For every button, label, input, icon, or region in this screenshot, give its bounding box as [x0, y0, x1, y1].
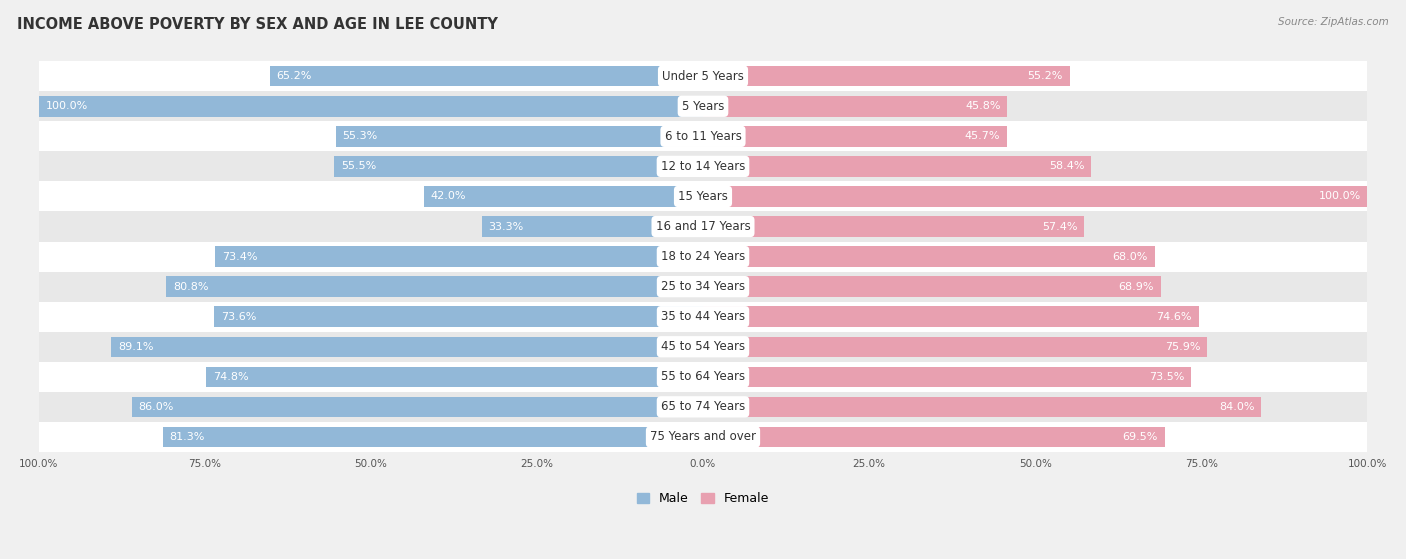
Text: 68.9%: 68.9% — [1119, 282, 1154, 292]
Text: 69.5%: 69.5% — [1122, 432, 1159, 442]
Text: 75 Years and over: 75 Years and over — [650, 430, 756, 443]
Text: 73.5%: 73.5% — [1149, 372, 1185, 382]
Bar — [39, 302, 1367, 331]
Bar — [703, 427, 1164, 447]
Text: 55.5%: 55.5% — [342, 162, 377, 172]
Bar — [111, 337, 703, 357]
Bar — [425, 186, 703, 207]
Text: 15 Years: 15 Years — [678, 190, 728, 203]
Bar — [39, 392, 1367, 422]
Bar — [166, 276, 703, 297]
Bar — [336, 126, 703, 146]
Bar — [39, 121, 1367, 151]
Bar — [214, 306, 703, 327]
Bar — [39, 61, 1367, 91]
Text: 65 to 74 Years: 65 to 74 Years — [661, 400, 745, 413]
Text: 81.3%: 81.3% — [170, 432, 205, 442]
Bar — [482, 216, 703, 237]
Bar — [703, 216, 1084, 237]
Bar — [39, 241, 1367, 272]
Text: 45.7%: 45.7% — [965, 131, 1000, 141]
Bar — [703, 397, 1261, 417]
Text: 80.8%: 80.8% — [173, 282, 208, 292]
Text: 25 to 34 Years: 25 to 34 Years — [661, 280, 745, 293]
Text: 57.4%: 57.4% — [1042, 221, 1077, 231]
Bar — [39, 362, 1367, 392]
Text: 68.0%: 68.0% — [1112, 252, 1149, 262]
Text: 45.8%: 45.8% — [965, 101, 1001, 111]
Text: Source: ZipAtlas.com: Source: ZipAtlas.com — [1278, 17, 1389, 27]
Text: 12 to 14 Years: 12 to 14 Years — [661, 160, 745, 173]
Text: INCOME ABOVE POVERTY BY SEX AND AGE IN LEE COUNTY: INCOME ABOVE POVERTY BY SEX AND AGE IN L… — [17, 17, 498, 32]
Text: 58.4%: 58.4% — [1049, 162, 1084, 172]
Bar — [39, 272, 1367, 302]
Bar — [207, 367, 703, 387]
Bar — [39, 182, 1367, 211]
Bar — [703, 247, 1154, 267]
Bar — [703, 96, 1007, 116]
Bar — [335, 156, 703, 177]
Text: 84.0%: 84.0% — [1219, 402, 1254, 412]
Text: 42.0%: 42.0% — [430, 192, 467, 201]
Text: 45 to 54 Years: 45 to 54 Years — [661, 340, 745, 353]
Legend: Male, Female: Male, Female — [631, 487, 775, 510]
Bar — [39, 151, 1367, 182]
Text: 73.6%: 73.6% — [221, 312, 256, 321]
Bar — [39, 422, 1367, 452]
Text: 75.9%: 75.9% — [1166, 342, 1201, 352]
Bar — [703, 156, 1091, 177]
Bar — [703, 126, 1007, 146]
Text: 16 and 17 Years: 16 and 17 Years — [655, 220, 751, 233]
Bar — [703, 337, 1208, 357]
Text: 55 to 64 Years: 55 to 64 Years — [661, 370, 745, 383]
Bar — [703, 66, 1070, 87]
Bar — [703, 306, 1198, 327]
Text: 55.3%: 55.3% — [342, 131, 378, 141]
Bar — [703, 186, 1367, 207]
Bar — [215, 247, 703, 267]
Text: 5 Years: 5 Years — [682, 100, 724, 113]
Text: 100.0%: 100.0% — [45, 101, 87, 111]
Bar — [703, 367, 1191, 387]
Text: 55.2%: 55.2% — [1028, 71, 1063, 81]
Text: 74.8%: 74.8% — [212, 372, 249, 382]
Text: 6 to 11 Years: 6 to 11 Years — [665, 130, 741, 143]
Bar — [163, 427, 703, 447]
Bar — [39, 211, 1367, 241]
Bar — [39, 331, 1367, 362]
Text: 65.2%: 65.2% — [277, 71, 312, 81]
Text: 100.0%: 100.0% — [1319, 192, 1361, 201]
Text: Under 5 Years: Under 5 Years — [662, 70, 744, 83]
Bar — [39, 96, 703, 116]
Bar — [270, 66, 703, 87]
Text: 73.4%: 73.4% — [222, 252, 257, 262]
Bar — [132, 397, 703, 417]
Text: 89.1%: 89.1% — [118, 342, 153, 352]
Bar — [39, 91, 1367, 121]
Text: 33.3%: 33.3% — [488, 221, 523, 231]
Text: 74.6%: 74.6% — [1156, 312, 1192, 321]
Text: 86.0%: 86.0% — [138, 402, 174, 412]
Bar — [703, 276, 1161, 297]
Text: 18 to 24 Years: 18 to 24 Years — [661, 250, 745, 263]
Text: 35 to 44 Years: 35 to 44 Years — [661, 310, 745, 323]
